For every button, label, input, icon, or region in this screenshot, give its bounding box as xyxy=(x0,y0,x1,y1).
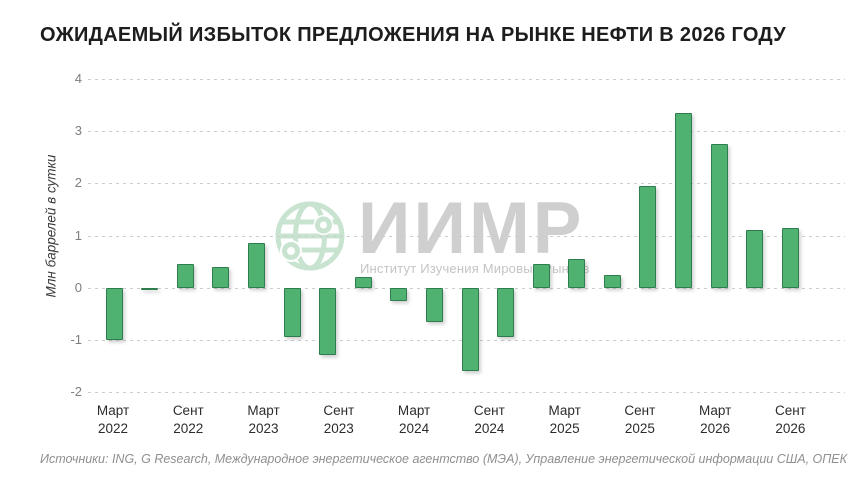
x-tick-month: Март xyxy=(96,403,130,418)
y-axis-title: Млн баррелей в сутки xyxy=(43,154,59,298)
x-tick-label: Март 2022 xyxy=(97,402,129,438)
gridline xyxy=(88,235,845,237)
x-tick-month: Март xyxy=(397,403,431,418)
x-tick-month: Март xyxy=(247,403,280,418)
x-tick-label: Сент 2024 xyxy=(474,402,505,438)
watermark-brand-text: ИИМР xyxy=(358,188,585,269)
x-tick-month: Март xyxy=(548,403,581,418)
bar xyxy=(105,287,123,340)
x-tick-label: Сент 2025 xyxy=(624,402,655,438)
x-tick-month: Сент xyxy=(172,403,204,418)
x-axis: Март 2022 Сент 2022 Март 2023 Сент 2023 Март 2024… xyxy=(88,402,845,444)
bar xyxy=(781,227,799,288)
x-tick-month: Март xyxy=(699,403,732,418)
y-tick-label: -2 xyxy=(70,384,82,399)
x-tick-label: Март 2024 xyxy=(398,402,430,438)
bar xyxy=(746,230,764,288)
globe-network-icon xyxy=(273,199,347,273)
y-tick-label: -1 xyxy=(70,331,82,347)
x-tick-label: Сент 2023 xyxy=(323,402,354,438)
x-tick-label: Сент 2026 xyxy=(775,402,806,438)
bar xyxy=(354,277,372,288)
x-tick-month: Сент xyxy=(473,403,505,418)
source-note: Источники: ING, G Research, Международно… xyxy=(40,452,848,466)
x-tick-label: Сент 2022 xyxy=(173,402,204,438)
x-tick-label: Март 2023 xyxy=(247,402,279,438)
y-axis: 4 3 2 1 0 -1 -2 xyxy=(0,71,82,399)
bar xyxy=(141,287,159,291)
gridline xyxy=(88,392,845,393)
x-tick-year: 2022 xyxy=(97,421,129,436)
bar xyxy=(639,185,657,288)
x-tick-month: Сент xyxy=(774,403,806,418)
x-tick-month: Сент xyxy=(624,403,656,418)
bar xyxy=(532,264,550,288)
y-tick-label: 3 xyxy=(74,123,82,139)
x-tick-year: 2025 xyxy=(624,421,655,436)
bar xyxy=(212,266,230,288)
gridline xyxy=(88,183,845,185)
bar xyxy=(390,287,408,301)
bar xyxy=(425,287,443,322)
bar xyxy=(176,264,194,288)
x-tick-month: Сент xyxy=(323,403,355,418)
y-tick-label: 1 xyxy=(74,227,82,243)
gridline xyxy=(88,79,845,80)
x-tick-year: 2024 xyxy=(399,421,430,436)
bar xyxy=(248,243,266,288)
bar xyxy=(568,258,586,288)
bar xyxy=(461,287,479,372)
page-title: ОЖИДАЕМЫЙ ИЗБЫТОК ПРЕДЛОЖЕНИЯ НА РЫНКЕ Н… xyxy=(40,24,786,46)
gridline xyxy=(88,131,845,133)
watermark-subtitle-text: Институт Изучения Мировых Рынков xyxy=(360,261,590,276)
x-tick-year: 2025 xyxy=(549,421,580,436)
bar xyxy=(603,274,621,288)
x-tick-year: 2024 xyxy=(474,421,505,436)
y-tick-label: 4 xyxy=(74,71,82,86)
plot-area xyxy=(88,79,845,393)
bar xyxy=(674,112,692,288)
x-tick-year: 2022 xyxy=(173,421,204,436)
bar xyxy=(319,287,337,356)
x-tick-year: 2026 xyxy=(775,421,806,436)
y-tick-label: 0 xyxy=(74,279,82,295)
x-tick-label: Март 2026 xyxy=(699,402,731,438)
x-tick-year: 2026 xyxy=(700,421,731,436)
y-tick-label: 2 xyxy=(74,175,82,191)
bar xyxy=(710,144,728,288)
x-tick-year: 2023 xyxy=(248,421,279,436)
bar xyxy=(283,287,301,338)
x-tick-year: 2023 xyxy=(323,421,354,436)
bar xyxy=(497,287,515,338)
x-tick-label: Март 2025 xyxy=(548,402,580,438)
